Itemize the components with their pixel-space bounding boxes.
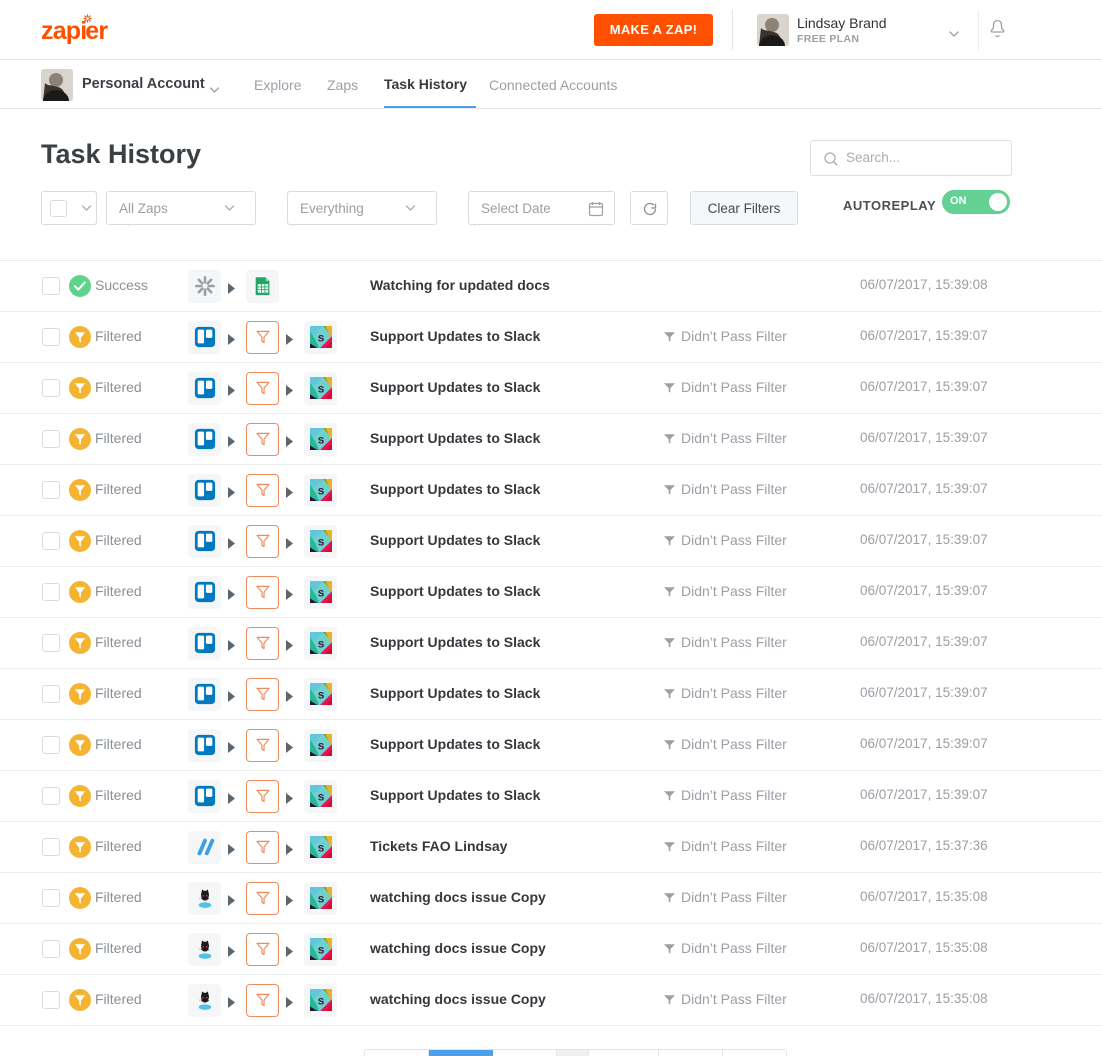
svg-text:s: s <box>317 994 324 1008</box>
svg-text:s: s <box>317 382 324 396</box>
svg-text:s: s <box>317 586 324 600</box>
svg-text:s: s <box>317 637 324 651</box>
svg-text:s: s <box>317 331 324 345</box>
svg-text:s: s <box>317 892 324 906</box>
svg-text:s: s <box>317 688 324 702</box>
svg-text:s: s <box>317 841 324 855</box>
svg-text:s: s <box>317 484 324 498</box>
svg-text:s: s <box>317 433 324 447</box>
svg-text:s: s <box>317 535 324 549</box>
svg-text:s: s <box>317 790 324 804</box>
svg-text:s: s <box>317 739 324 753</box>
svg-text:s: s <box>317 943 324 957</box>
